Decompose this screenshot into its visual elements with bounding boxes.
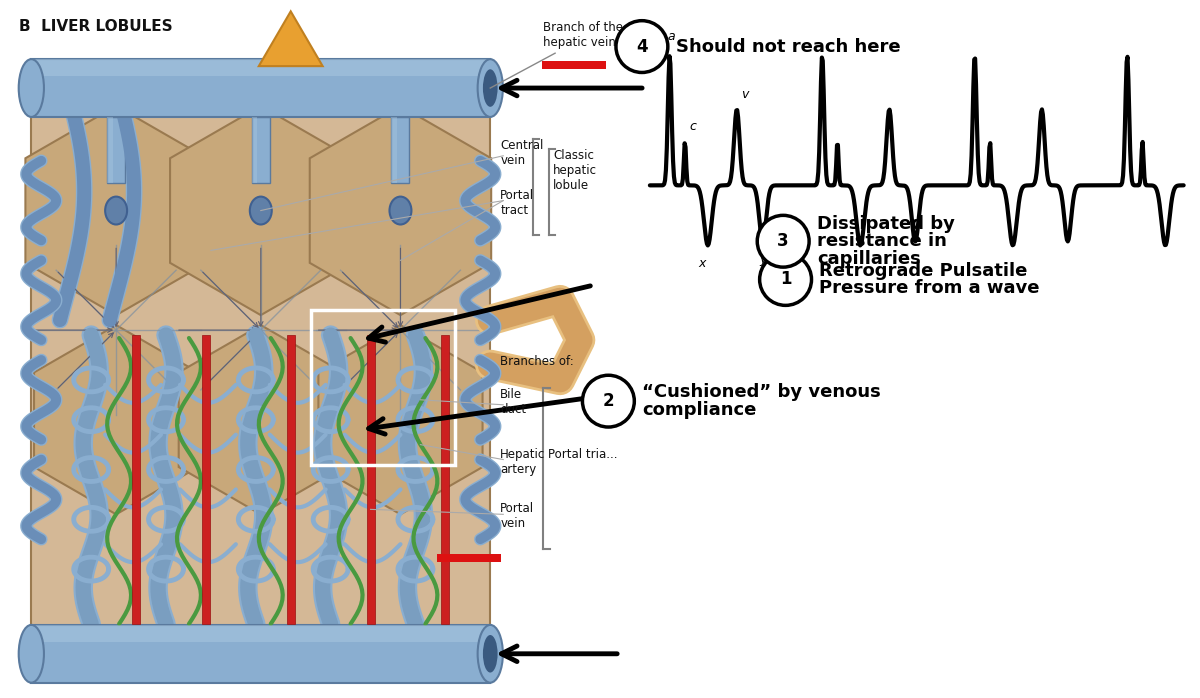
Text: y: y: [760, 253, 767, 267]
Circle shape: [616, 21, 668, 73]
Text: Central
vein: Central vein: [500, 139, 544, 167]
Text: Dissipated by: Dissipated by: [817, 215, 955, 232]
Text: compliance: compliance: [642, 401, 757, 419]
Circle shape: [582, 376, 635, 427]
Polygon shape: [318, 325, 482, 514]
Ellipse shape: [250, 197, 271, 225]
Bar: [252, 117, 270, 183]
Polygon shape: [310, 106, 491, 315]
Text: resistance in: resistance in: [817, 232, 947, 251]
Text: Should not reach here: Should not reach here: [676, 38, 900, 56]
Bar: [31, 625, 491, 683]
Text: v: v: [742, 89, 749, 101]
Circle shape: [757, 216, 809, 267]
Ellipse shape: [19, 625, 44, 683]
Text: “Cushioned” by venous: “Cushioned” by venous: [642, 383, 881, 401]
Bar: [31, 59, 491, 77]
Text: 3: 3: [778, 232, 788, 251]
Text: Classic
hepatic
lobule: Classic hepatic lobule: [553, 149, 598, 192]
Ellipse shape: [106, 197, 127, 225]
Polygon shape: [170, 106, 352, 315]
Ellipse shape: [19, 59, 44, 117]
Bar: [31, 59, 491, 117]
Text: Portal
tract: Portal tract: [500, 188, 534, 216]
Bar: [252, 117, 257, 183]
Text: a: a: [668, 30, 676, 43]
Bar: [366, 335, 374, 624]
Bar: [442, 335, 449, 624]
Text: Retrograde Pulsatile: Retrograde Pulsatile: [820, 262, 1028, 280]
Polygon shape: [25, 106, 206, 315]
Text: 1: 1: [780, 271, 791, 288]
Polygon shape: [259, 11, 323, 66]
Bar: [391, 117, 397, 183]
Ellipse shape: [482, 69, 498, 107]
Bar: [437, 554, 502, 562]
Bar: [107, 117, 113, 183]
Bar: [31, 625, 491, 642]
Text: c: c: [690, 120, 696, 133]
Text: Branch of the
hepatic vein: Branch of the hepatic vein: [544, 22, 623, 50]
Text: Branches of:: Branches of:: [500, 355, 574, 368]
Bar: [542, 61, 606, 69]
Ellipse shape: [478, 625, 503, 683]
Bar: [202, 335, 210, 624]
Text: 2: 2: [602, 392, 614, 410]
Text: Pressure from a wave: Pressure from a wave: [820, 279, 1040, 297]
Bar: [287, 335, 295, 624]
Bar: [311, 310, 455, 465]
Ellipse shape: [478, 59, 503, 117]
Text: Portal
vein: Portal vein: [500, 503, 534, 530]
Polygon shape: [179, 325, 343, 514]
Polygon shape: [34, 325, 198, 514]
Text: Portal tria...: Portal tria...: [548, 447, 618, 461]
Ellipse shape: [482, 635, 498, 673]
Bar: [391, 117, 409, 183]
Text: capillaries: capillaries: [817, 250, 920, 268]
Text: Hepatic
artery: Hepatic artery: [500, 447, 546, 475]
Circle shape: [760, 253, 811, 305]
Text: x: x: [698, 258, 706, 270]
Bar: [132, 335, 140, 624]
Bar: [107, 117, 125, 183]
Text: 4: 4: [636, 38, 648, 56]
Ellipse shape: [390, 197, 412, 225]
Text: B  LIVER LOBULES: B LIVER LOBULES: [19, 20, 173, 34]
Bar: [31, 66, 491, 629]
Text: Bile
duct: Bile duct: [500, 388, 527, 416]
